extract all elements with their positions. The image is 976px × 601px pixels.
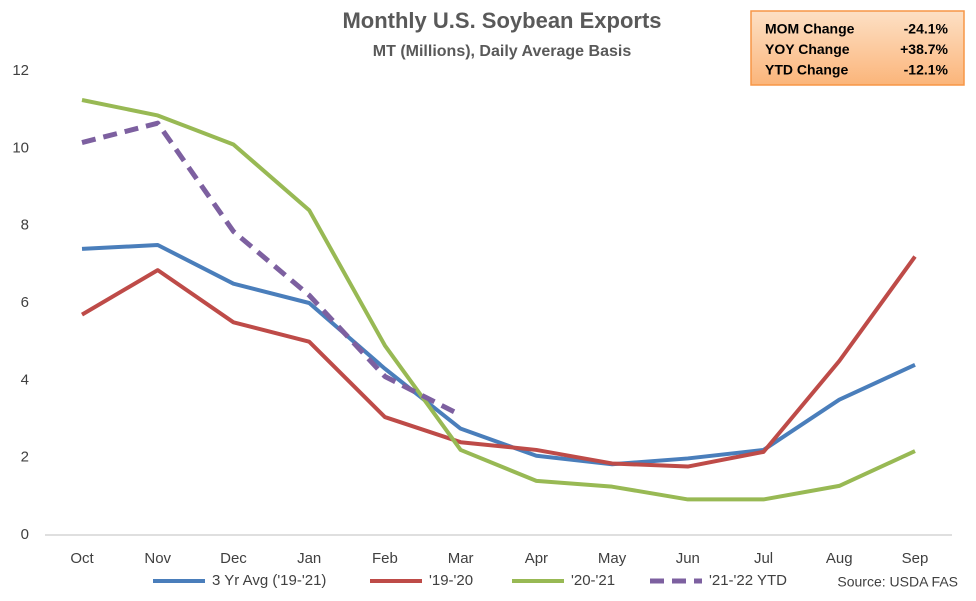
x-tick-label: Mar [448,550,474,567]
info-value: -12.1% [904,62,949,78]
y-tick-label: 0 [21,526,29,543]
chart-title: Monthly U.S. Soybean Exports [342,8,661,33]
x-tick-label: Sep [902,550,929,567]
chart-subtitle: MT (Millions), Daily Average Basis [373,43,632,60]
series-line [81,98,916,502]
x-tick-label: Aug [826,550,853,567]
info-value: +38.7% [900,41,948,57]
x-tick-label: Dec [220,550,247,567]
info-value: -24.1% [904,21,949,37]
legend-label: '19-'20 [429,572,473,589]
source: Source: USDA FAS [837,574,958,590]
x-tick-label: Oct [70,550,94,567]
y-tick-label: 8 [21,217,29,234]
y-tick-label: 10 [12,139,29,156]
info-label: YOY Change [765,41,850,57]
series-line [80,255,917,469]
info-box [750,10,965,86]
x-tick-label: Jan [297,550,321,567]
legend-label: 3 Yr Avg ('19-'21) [212,572,326,589]
x-tick-label: Jul [754,550,773,567]
x-tick-label: Apr [525,550,548,567]
info-label: YTD Change [765,62,848,78]
y-tick-label: 12 [12,62,29,79]
y-tick-label: 2 [21,449,29,466]
series-line [81,243,916,467]
legend-label: '20-'21 [571,572,615,589]
x-tick-label: May [598,550,627,567]
y-tick-label: 6 [21,294,29,311]
legend-label: '21-'22 YTD [709,572,787,589]
info-label: MOM Change [765,21,855,37]
x-tick-label: Nov [144,550,171,567]
x-tick-label: Feb [372,550,398,567]
x-tick-label: Jun [676,550,700,567]
y-tick-label: 4 [21,371,29,388]
